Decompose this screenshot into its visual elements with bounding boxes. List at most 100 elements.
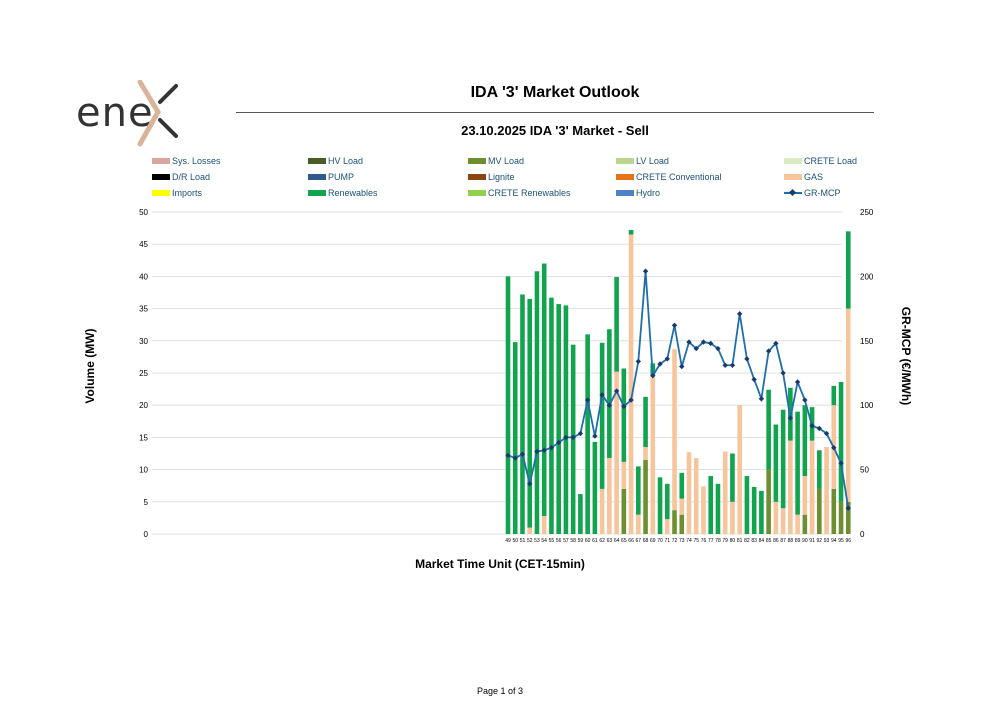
gr-mcp-point-68 xyxy=(642,268,649,274)
bar-renewables-61 xyxy=(592,441,598,534)
x-tick-label: 62 xyxy=(599,538,605,544)
gr-mcp-point-60 xyxy=(584,397,591,403)
page-title: IDA '3' Market Outlook xyxy=(470,84,640,101)
bar-gas-86 xyxy=(773,501,779,534)
gr-mcp-point-66 xyxy=(628,397,634,403)
gr-mcp-point-90 xyxy=(802,397,808,403)
gr-mcp-point-54 xyxy=(541,447,547,453)
x-tick-label: 52 xyxy=(527,538,533,544)
legend-label: HV Load xyxy=(328,156,364,166)
gr-mcp-point-67 xyxy=(635,358,642,365)
y2-tick-label: 0 xyxy=(860,530,865,539)
y-axis-label: Volume (MW) xyxy=(83,328,97,403)
x-tick-label: 56 xyxy=(556,538,562,544)
x-axis-label: Market Time Unit (CET-15min) xyxy=(415,557,585,571)
bar-renewables-62 xyxy=(599,342,605,489)
legend-label: Renewables xyxy=(328,188,378,198)
x-tick-label: 92 xyxy=(817,538,823,544)
y2-tick-label: 150 xyxy=(860,337,874,346)
legend-item-hv-load: HV Load xyxy=(308,156,363,166)
x-tick-label: 84 xyxy=(759,538,765,544)
gr-mcp-point-71 xyxy=(664,356,670,362)
legend-swatch xyxy=(152,174,170,180)
gr-mcp-point-80 xyxy=(729,362,736,368)
x-tick-label: 54 xyxy=(541,538,547,544)
x-tick-label: 60 xyxy=(585,538,591,544)
x-tick-label: 71 xyxy=(664,538,670,544)
y-tick-label: 25 xyxy=(139,369,148,378)
x-tick-label: 73 xyxy=(679,538,685,544)
gr-mcp-point-49 xyxy=(505,452,511,459)
bar-mv-load-92 xyxy=(817,488,822,534)
y-tick-label: 50 xyxy=(139,208,148,217)
legend-item-gr-mcp: GR-MCP xyxy=(784,188,841,198)
gr-mcp-point-89 xyxy=(794,379,801,385)
legend-label: MV Load xyxy=(488,156,525,166)
legend-label: D/R Load xyxy=(172,172,211,182)
title-divider xyxy=(236,112,874,113)
gr-mcp-point-85 xyxy=(765,348,772,354)
y2-tick-label: 100 xyxy=(860,401,874,410)
bar-gas-91 xyxy=(809,440,815,534)
bar-renewables-51 xyxy=(520,294,525,534)
y-tick-label: 20 xyxy=(139,401,148,410)
bar-gas-64 xyxy=(614,371,619,534)
legend-swatch xyxy=(468,174,486,180)
x-tick-label: 95 xyxy=(838,538,844,544)
x-tick-label: 83 xyxy=(751,538,757,544)
x-tick-label: 49 xyxy=(505,538,511,544)
x-tick-label: 93 xyxy=(824,538,830,544)
gr-mcp-point-73 xyxy=(679,363,685,370)
legend-item-sys-losses: Sys. Losses xyxy=(152,156,221,166)
y-tick-label: 30 xyxy=(139,337,148,346)
legend-item-imports: Imports xyxy=(152,188,202,198)
legend-swatch xyxy=(468,190,486,196)
x-tick-label: 51 xyxy=(520,538,526,544)
legend-item-lv-load: LV Load xyxy=(616,156,669,166)
y-tick-label: 5 xyxy=(144,498,149,507)
legend-item-crete-renewables: CRETE Renewables xyxy=(468,188,571,198)
bar-renewables-55 xyxy=(549,297,554,534)
bar-gas-71 xyxy=(664,519,670,534)
bar-renewables-67 xyxy=(636,466,641,515)
x-tick-label: 94 xyxy=(831,538,837,544)
bar-gas-96 xyxy=(845,308,851,502)
bar-gas-63 xyxy=(607,458,612,534)
legend-label: LV Load xyxy=(636,156,669,166)
logo-text: ene xyxy=(76,90,154,136)
x-tick-label: 90 xyxy=(802,538,808,544)
bar-mv-load-73 xyxy=(679,514,685,534)
bar-gas-80 xyxy=(730,501,735,534)
legend-label: CRETE Conventional xyxy=(636,172,722,182)
bar-renewables-64 xyxy=(614,277,619,372)
bar-mv-load-90 xyxy=(802,514,808,534)
x-tick-label: 88 xyxy=(788,538,794,544)
gr-mcp-point-96 xyxy=(845,505,851,511)
x-tick-label: 82 xyxy=(744,538,750,544)
x-tick-label: 72 xyxy=(672,538,678,544)
x-tick-label: 64 xyxy=(614,538,620,544)
gr-mcp-point-62 xyxy=(599,392,605,398)
gr-mcp-point-72 xyxy=(671,322,678,329)
bar-mv-load-94 xyxy=(831,488,837,534)
bar-renewables-52 xyxy=(527,298,533,528)
x-tick-label: 96 xyxy=(845,538,851,544)
bar-renewables-60 xyxy=(585,334,590,534)
x-tick-label: 78 xyxy=(715,538,721,544)
legend-item-crete-load: CRETE Load xyxy=(784,156,857,166)
y-tick-label: 0 xyxy=(144,530,149,539)
x-tick-label: 53 xyxy=(534,538,540,544)
y-tick-label: 10 xyxy=(139,466,148,475)
legend-swatch xyxy=(616,174,634,180)
bar-renewables-66 xyxy=(628,230,634,235)
y-tick-label: 40 xyxy=(139,272,148,281)
y-tick-label: 45 xyxy=(139,240,148,249)
x-tick-label: 50 xyxy=(512,538,518,544)
legend-item-mv-load: MV Load xyxy=(468,156,524,166)
legend-item-hydro: Hydro xyxy=(616,188,660,198)
gr-mcp-point-82 xyxy=(744,356,750,362)
bar-mv-load-72 xyxy=(672,510,677,534)
x-tick-label: 67 xyxy=(636,538,642,544)
x-tick-label: 79 xyxy=(722,538,728,544)
y2-tick-label: 250 xyxy=(860,208,874,217)
